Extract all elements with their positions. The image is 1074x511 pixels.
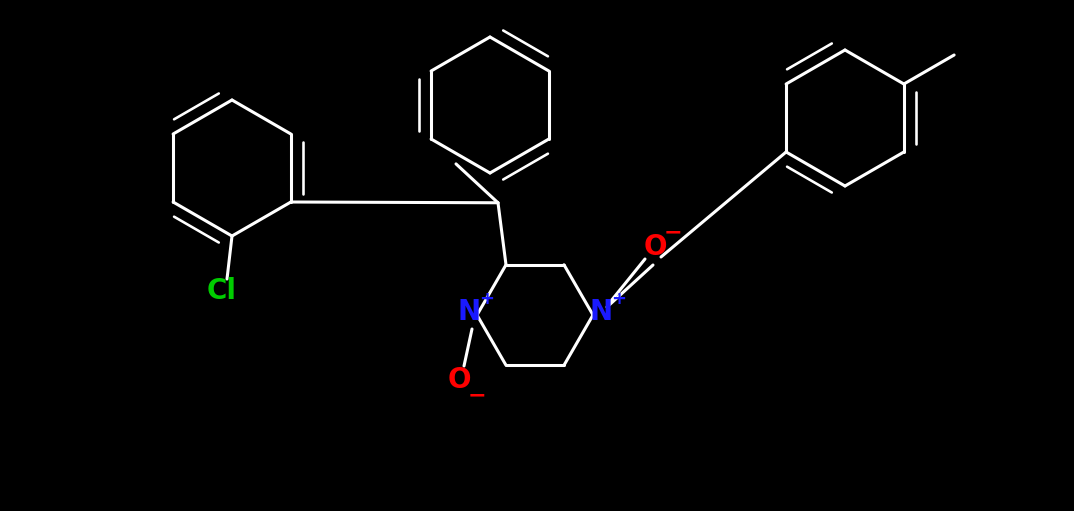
Text: −: −: [467, 385, 487, 405]
Text: −: −: [664, 222, 682, 242]
Text: +: +: [611, 290, 626, 308]
Text: Cl: Cl: [207, 277, 237, 305]
Text: O: O: [447, 366, 470, 394]
Text: N: N: [458, 298, 480, 326]
Text: N: N: [590, 298, 612, 326]
Text: O: O: [643, 233, 667, 261]
Text: +: +: [479, 290, 494, 308]
